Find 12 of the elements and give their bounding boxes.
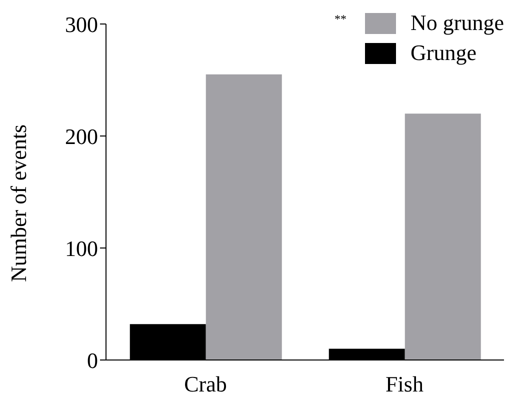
bar bbox=[206, 74, 282, 360]
bar bbox=[404, 114, 481, 360]
legend-label: Grunge bbox=[410, 40, 476, 66]
y-tick-label: 300 bbox=[65, 12, 98, 37]
legend-label: No grunge bbox=[410, 10, 504, 36]
annotation: ** bbox=[334, 12, 347, 27]
y-tick-label: 100 bbox=[65, 236, 98, 261]
x-tick-label: Crab bbox=[184, 372, 227, 397]
y-axis-title: Number of events bbox=[6, 124, 31, 282]
x-tick-label: Fish bbox=[386, 372, 424, 397]
y-tick-label: 0 bbox=[87, 348, 98, 373]
y-tick-label: 200 bbox=[65, 124, 98, 149]
